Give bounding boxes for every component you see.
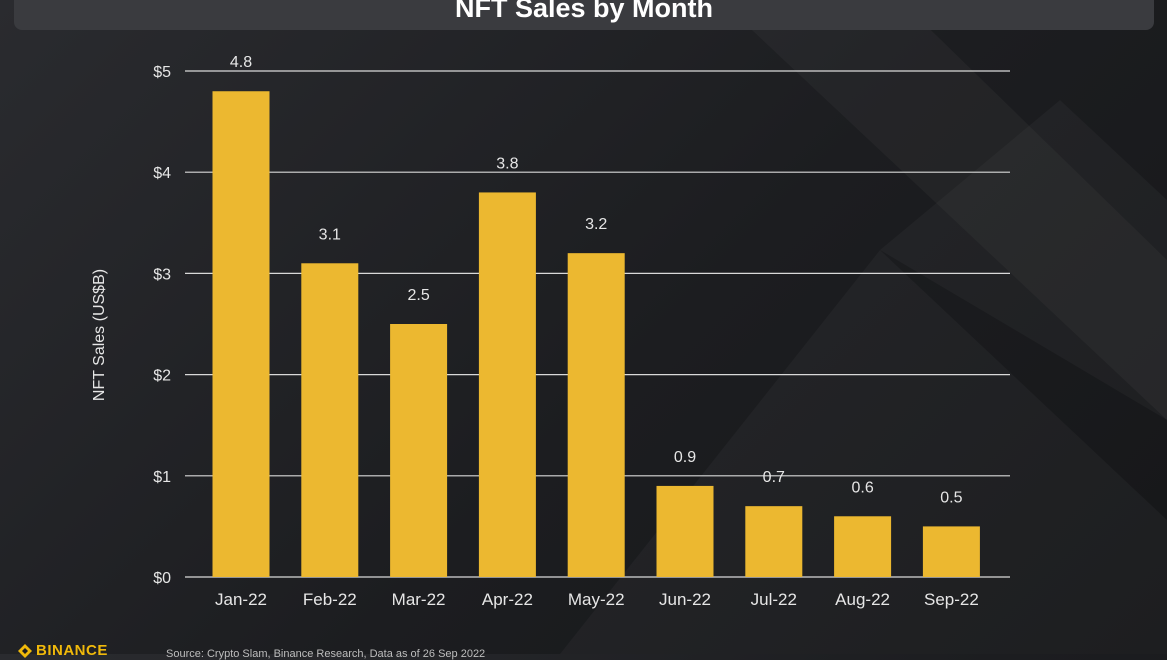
x-tick-label: May-22 — [568, 590, 625, 609]
bar — [212, 91, 270, 578]
y-tick-label: $5 — [153, 64, 171, 81]
data-label: 3.1 — [319, 226, 341, 243]
bar — [390, 324, 448, 577]
x-tick-label: Apr-22 — [482, 590, 533, 609]
y-tick-label: $1 — [153, 469, 171, 486]
data-label: 3.2 — [585, 216, 607, 233]
bar — [656, 485, 714, 577]
data-label: 4.8 — [230, 54, 252, 71]
y-tick-label: $3 — [153, 266, 171, 283]
bar — [745, 506, 803, 577]
x-tick-label: Jul-22 — [751, 590, 797, 609]
bar — [567, 253, 625, 577]
data-label: 2.5 — [407, 287, 429, 304]
data-label: 0.9 — [674, 449, 696, 466]
x-tick-label: Mar-22 — [392, 590, 446, 609]
footer: BINANCE Source: Crypto Slam, Binance Res… — [18, 640, 918, 660]
y-tick-label: $4 — [153, 165, 171, 182]
title-bar: NFT Sales by Month — [14, 0, 1154, 30]
data-label: 3.8 — [496, 155, 518, 172]
binance-logo: BINANCE — [18, 642, 108, 659]
x-tick-label: Feb-22 — [303, 590, 357, 609]
data-label: 0.6 — [851, 479, 873, 496]
x-tick-label: Jan-22 — [215, 590, 267, 609]
source-note: Source: Crypto Slam, Binance Research, D… — [166, 648, 486, 660]
x-tick-label: Jun-22 — [659, 590, 711, 609]
bar — [922, 526, 980, 577]
chart-title: NFT Sales by Month — [454, 0, 714, 23]
bar — [301, 263, 359, 577]
brand-name: BINANCE — [36, 642, 108, 659]
data-label: 0.7 — [763, 469, 785, 486]
y-axis-label: NFT Sales (US$B) — [91, 269, 108, 401]
bar — [478, 192, 536, 577]
data-label: 0.5 — [940, 489, 962, 506]
x-tick-label: Sep-22 — [924, 590, 979, 609]
y-tick-label: $2 — [153, 368, 171, 385]
x-tick-label: Aug-22 — [835, 590, 890, 609]
binance-diamond-icon — [18, 643, 32, 658]
bar — [834, 516, 892, 577]
y-tick-label: $0 — [153, 570, 171, 587]
